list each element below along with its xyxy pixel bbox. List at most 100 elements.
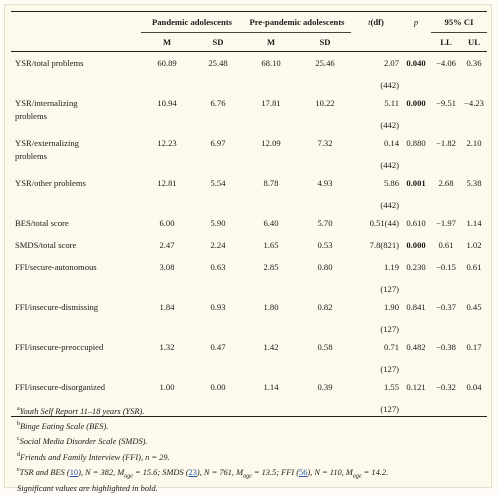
cell-t: 1.19 (383, 262, 399, 272)
row-label-line: problems (15, 111, 47, 121)
cell-ll: −0.37 (436, 302, 456, 312)
cell-sd2: 0.39 (317, 382, 333, 392)
table-row: YSR/externalizing problems 12.23 6.97 12.09 7… (11, 132, 487, 172)
cell-t: 5.11 (384, 98, 399, 108)
cell-p: 0.230 (406, 262, 426, 272)
cell-sd2: 0.58 (317, 342, 333, 352)
cell-ll: −0.15 (436, 262, 456, 272)
cell-p: 0.880 (406, 138, 426, 148)
cell-m1: 3.08 (159, 262, 175, 272)
cell-ll: −9.51 (436, 98, 456, 108)
row-label-line: YSR/total problems (15, 58, 84, 68)
cell-df: (44) (384, 218, 399, 228)
table-row: FFI/insecure-dismissing 1.84 0.93 1.80 0.82 1… (11, 296, 487, 336)
cell-t-df: 5.86 (442) (351, 172, 401, 212)
cell-sd2: 0.53 (317, 240, 333, 250)
cell-sd2: 0.80 (317, 262, 333, 272)
row-label-line: FFI/insecure-disorganized (15, 382, 106, 392)
cell-t-df: 1.19 (127) (351, 256, 401, 296)
ref-link-10[interactable]: 10 (69, 467, 79, 477)
cell-m1: 12.81 (157, 178, 177, 188)
row-label: FFI/insecure-dismissing (11, 296, 141, 336)
cell-sd1: 2.24 (210, 240, 226, 250)
cell-m1: 1.32 (159, 342, 175, 352)
cell-m1: 2.47 (159, 240, 175, 250)
cell-p: 0.841 (406, 302, 426, 312)
header-ci: 95% CI (431, 11, 487, 33)
cell-sd1: 0.93 (210, 302, 226, 312)
cell-sd2: 4.93 (317, 178, 333, 188)
cell-sd1: 5.54 (210, 178, 226, 188)
row-label-line: YSR/other problems (15, 178, 86, 188)
table-row: BES/total score 6.00 5.90 6.40 5.70 0.51(44) 0… (11, 212, 487, 234)
cell-sd1: 0.63 (210, 262, 226, 272)
header-m1: M (162, 37, 172, 47)
results-table: Pandemic adolescents Pre-pandemic adoles… (11, 11, 487, 417)
cell-m1: 10.94 (157, 98, 177, 108)
cell-m2: 2.85 (263, 262, 279, 272)
cell-m2: 1.65 (263, 240, 279, 250)
cell-t: 1.90 (383, 302, 399, 312)
cell-ll: −0.38 (436, 342, 456, 352)
cell-m1: 1.84 (159, 302, 175, 312)
row-label-line: BES/total score (15, 218, 69, 228)
empty-header (11, 12, 141, 33)
cell-ul: 1.14 (466, 218, 482, 228)
row-label: YSR/externalizing problems (11, 132, 141, 172)
row-label-line: FFI/secure-autonomous (15, 262, 97, 272)
header-m2: M (266, 37, 276, 47)
header-ll: LL (440, 37, 452, 47)
cell-t: 0.14 (383, 138, 399, 148)
cell-m2: 17.81 (261, 98, 281, 108)
row-label-line: SMDS/total score (15, 240, 77, 250)
table-body: YSR/total problems 60.89 25.48 68.10 25.46 2.… (11, 52, 487, 417)
cell-ul: 5.38 (466, 178, 482, 188)
row-label: YSR/other problems (11, 172, 141, 212)
note-d: dFriends and Family Interview (FFI), n =… (17, 451, 170, 462)
note-significance: Significant values are highlighted in bo… (17, 483, 158, 493)
cell-p: 0.482 (406, 342, 426, 352)
ref-link-23[interactable]: 23 (188, 467, 197, 477)
row-label: YSR/internalizing problems (11, 92, 141, 132)
cell-sd1: 25.48 (208, 58, 228, 68)
cell-p: 0.040 (406, 58, 426, 68)
cell-m1: 1.00 (159, 382, 175, 392)
cell-t: 0.51 (369, 218, 385, 228)
row-label-line: YSR/internalizing (15, 98, 78, 108)
cell-ll: 0.61 (438, 240, 454, 250)
table-row: FFI/secure-autonomous 3.08 0.63 2.85 0.80 1.1… (11, 256, 487, 296)
cell-t: 7.8 (369, 240, 381, 250)
note-e: eTSR and BES (10), N = 382, Mage = 15.6;… (17, 466, 389, 480)
cell-m2: 1.80 (263, 302, 279, 312)
cell-p: 0.121 (406, 382, 426, 392)
cell-m2: 6.40 (263, 218, 279, 228)
cell-t: 2.07 (383, 58, 399, 68)
cell-ul: 0.17 (466, 342, 482, 352)
cell-m2: 8.78 (263, 178, 279, 188)
cell-sd1: 6.97 (210, 138, 226, 148)
cell-ll: 2.68 (438, 178, 454, 188)
cell-p: 0.610 (406, 218, 426, 228)
cell-t-df: 0.51(44) (351, 212, 401, 234)
cell-t-df: 7.8(821) (351, 234, 401, 256)
cell-df: (442) (380, 120, 399, 130)
cell-ul: 0.36 (466, 58, 482, 68)
cell-ul: 2.10 (466, 138, 482, 148)
ref-link-56[interactable]: 56 (299, 467, 308, 477)
cell-ul: 0.61 (466, 262, 482, 272)
row-label: FFI/secure-autonomous (11, 256, 141, 296)
cell-sd1: 6.76 (210, 98, 226, 108)
table-row: FFI/insecure-disorganized 1.00 0.00 1.14 0.3… (11, 376, 487, 417)
cell-ul: 1.02 (466, 240, 482, 250)
cell-df: (127) (380, 284, 399, 294)
table-row: YSR/other problems 12.81 5.54 8.78 4.93 5.86 (… (11, 172, 487, 212)
cell-m1: 6.00 (159, 218, 175, 228)
cell-t-df: 2.07 (442) (351, 52, 401, 93)
cell-sd2: 7.32 (317, 138, 333, 148)
table-row: FFI/insecure-preoccupied 1.32 0.47 1.42 0.58… (11, 336, 487, 376)
cell-sd2: 5.70 (317, 218, 333, 228)
cell-m1: 12.23 (157, 138, 177, 148)
cell-df: (127) (380, 324, 399, 334)
header-p: p (413, 17, 419, 27)
row-label-line: FFI/insecure-preoccupied (15, 342, 104, 352)
